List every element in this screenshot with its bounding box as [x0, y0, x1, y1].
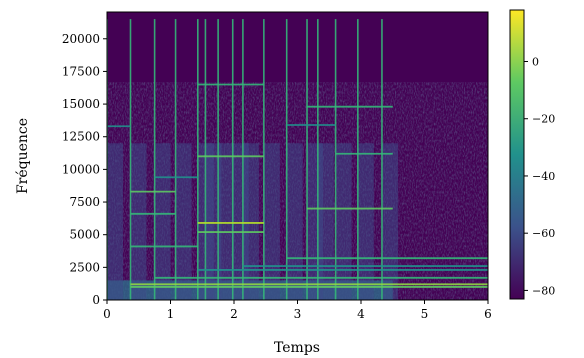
- spectrogram-plot: [107, 12, 488, 300]
- onset-burst: [107, 143, 123, 300]
- y-tick-label: 12500: [62, 130, 100, 144]
- y-tick-label: 15000: [62, 97, 100, 111]
- x-tick-label: 1: [167, 307, 175, 321]
- x-tick-label: 6: [484, 307, 492, 321]
- y-tick-label: 10000: [62, 162, 100, 176]
- y-tick-label: 20000: [62, 32, 100, 46]
- colorbar-tick-label: −80: [532, 284, 555, 297]
- colorbar-tick-label: 0: [532, 56, 539, 69]
- x-axis-label: Temps: [274, 340, 320, 356]
- onset-burst: [242, 143, 259, 300]
- colorbar-tick-label: −60: [532, 227, 555, 240]
- onset-burst: [130, 143, 147, 300]
- y-tick-label: 17500: [62, 64, 100, 78]
- x-tick-label: 2: [230, 307, 238, 321]
- spectrogram-marks: [107, 19, 488, 300]
- onset-burst: [154, 143, 171, 300]
- y-tick-label: 0: [92, 293, 100, 307]
- onset-burst: [381, 143, 398, 300]
- onset-burst: [218, 143, 235, 300]
- x-tick-label: 0: [103, 307, 111, 321]
- onset-burst: [175, 143, 192, 300]
- onset-burst: [357, 143, 374, 300]
- colorbar-tick-label: −20: [532, 113, 555, 126]
- onset-burst: [263, 143, 280, 300]
- x-tick-label: 3: [294, 307, 302, 321]
- onset-burst: [286, 143, 303, 300]
- y-tick-label: 5000: [69, 228, 100, 242]
- colorbar: [509, 9, 525, 300]
- x-tick-label: 5: [421, 307, 429, 321]
- x-axis-ticks: 0 1 2 3 4 5 6: [103, 300, 492, 321]
- y-axis-label: Fréquence: [15, 118, 31, 194]
- x-tick-label: 4: [357, 307, 365, 321]
- onset-burst: [335, 143, 352, 300]
- colorbar-tick-label: −40: [532, 170, 555, 183]
- onset-burst: [317, 143, 334, 300]
- y-tick-label: 2500: [69, 260, 100, 274]
- colorbar-ticks: −80 −60 −40 −20 0: [524, 56, 555, 297]
- y-axis-ticks: 0 2500 5000 7500 10000 12500 15000 17500 20000: [62, 32, 107, 307]
- y-tick-label: 7500: [69, 195, 100, 209]
